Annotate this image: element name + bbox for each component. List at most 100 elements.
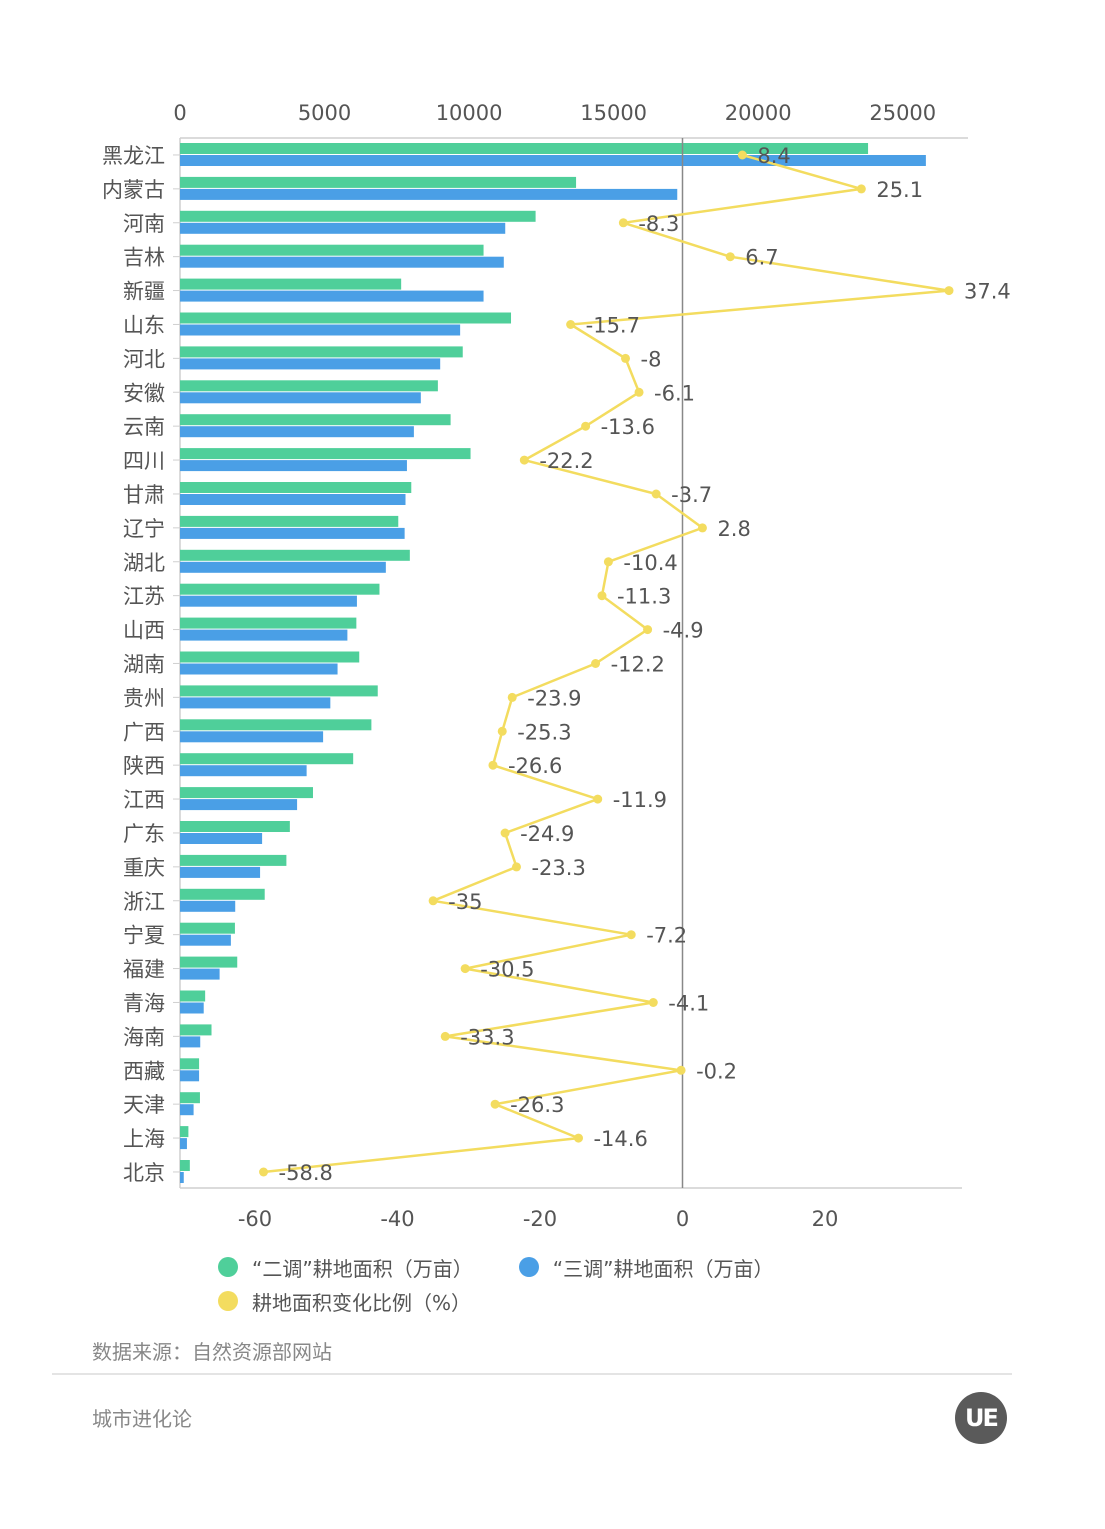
- line-data-label: -15.7: [586, 314, 640, 338]
- bar-series2: [180, 765, 307, 777]
- line-point: [856, 184, 866, 194]
- category-label: 北京: [123, 1161, 165, 1185]
- bar-series2: [180, 527, 405, 539]
- legend-dot-yellow-icon: [218, 1291, 238, 1311]
- legend: “二调”耕地面积（万亩） “三调”耕地面积（万亩） 耕地面积变化比例（%）: [218, 1250, 918, 1318]
- line-data-label: -14.6: [593, 1127, 647, 1151]
- category-label: 四川: [123, 449, 165, 473]
- line-point: [500, 828, 510, 838]
- bar-series1: [180, 617, 357, 629]
- category-label: 河北: [123, 347, 165, 371]
- category-label: 贵州: [123, 686, 165, 710]
- bar-series2: [180, 1172, 184, 1183]
- chart-canvas: 0 5000 10000 15000 20000 25000 -60 -40 -20 0 20 黑龙江…: [102, 101, 1011, 1231]
- bar-series2: [180, 222, 506, 234]
- line-point: [634, 387, 644, 397]
- top-axis-tick-label: 0: [173, 101, 186, 125]
- legend-label-series2: “三调”耕地面积（万亩）: [552, 1256, 774, 1281]
- bar-series1: [180, 244, 484, 256]
- bar-series1: [180, 143, 869, 154]
- bar-series2: [180, 697, 331, 709]
- legend-item-line[interactable]: 耕地面积变化比例（%）: [218, 1287, 471, 1316]
- bar-series1: [180, 515, 399, 527]
- line-data-label: -4.1: [668, 992, 709, 1016]
- category-label: 广东: [123, 822, 165, 846]
- bar-series2: [180, 256, 504, 268]
- line-point: [507, 692, 517, 702]
- line-data-label: -26.6: [508, 754, 562, 778]
- line-point: [591, 659, 601, 668]
- bar-series2: [180, 494, 406, 505]
- bottom-axis-tick-label: -60: [238, 1207, 272, 1231]
- bar-series2: [180, 1070, 200, 1082]
- category-label: 西藏: [123, 1059, 165, 1083]
- bar-series1: [180, 448, 471, 460]
- bar-series1: [180, 1024, 212, 1036]
- line-data-label: -23.9: [527, 686, 581, 710]
- bar-series1: [180, 651, 360, 663]
- line-point: [651, 489, 661, 499]
- category-label: 青海: [123, 992, 165, 1016]
- bar-series2: [180, 629, 348, 641]
- bar-series1: [180, 380, 438, 392]
- bar-series2: [180, 934, 231, 946]
- category-label: 陕西: [123, 754, 165, 778]
- line-point: [944, 286, 954, 296]
- line-point: [725, 252, 735, 262]
- bar-series2: [180, 358, 441, 370]
- bar-series1: [180, 414, 451, 426]
- bar-series2: [180, 460, 407, 472]
- bar-series2: [180, 561, 386, 573]
- bar-series1: [180, 278, 402, 290]
- category-label: 浙江: [123, 890, 165, 914]
- line-data-label: -13.6: [601, 415, 655, 439]
- bar-series1: [180, 956, 238, 968]
- line-data-label: -0.2: [696, 1059, 737, 1083]
- legend-dot-blue-icon: [518, 1257, 539, 1277]
- legend-item-series1[interactable]: “二调”耕地面积（万亩）: [218, 1253, 473, 1282]
- category-label: 湖北: [123, 551, 165, 575]
- line-point: [490, 1099, 500, 1109]
- bar-series1: [180, 346, 463, 358]
- top-axis-tick-label: 25000: [869, 101, 936, 125]
- bar-series1: [180, 888, 265, 900]
- line-point: [428, 896, 438, 906]
- line-data-label: -8.3: [638, 212, 679, 236]
- bar-series2: [180, 155, 926, 166]
- bar-series1: [180, 583, 380, 595]
- line-data-label: -12.2: [611, 653, 665, 677]
- category-label: 重庆: [123, 856, 165, 880]
- category-label: 山东: [123, 314, 165, 338]
- bar-series2: [180, 324, 461, 336]
- line-point: [259, 1167, 269, 1177]
- legend-dot-green-icon: [218, 1257, 238, 1277]
- bar-series2: [180, 426, 414, 438]
- line-data-label: -11.9: [613, 788, 667, 812]
- bar-series2: [180, 595, 357, 607]
- line-point: [566, 320, 576, 329]
- category-label: 宁夏: [123, 924, 165, 948]
- bottom-axis-tick-label: 20: [812, 1207, 839, 1231]
- category-label: 江西: [123, 788, 165, 812]
- line-point: [581, 421, 591, 431]
- bar-series1: [180, 549, 410, 561]
- bar-series2: [180, 392, 421, 404]
- line-point: [643, 625, 653, 635]
- line-data-label: 25.1: [876, 178, 923, 202]
- line-data-label: 6.7: [745, 246, 778, 270]
- bar-series1: [180, 1092, 200, 1104]
- top-axis-tick-label: 20000: [725, 101, 792, 125]
- category-label: 安徽: [123, 381, 165, 405]
- line-data-label: -30.5: [480, 958, 534, 982]
- data-source-note: 数据来源：自然资源部网站: [92, 1340, 332, 1364]
- legend-item-series2[interactable]: “三调”耕地面积（万亩）: [518, 1253, 774, 1282]
- line-point: [697, 523, 707, 533]
- bar-series1: [180, 1160, 190, 1171]
- bar-series2: [180, 1002, 204, 1014]
- bar-series1: [180, 753, 354, 765]
- category-label: 云南: [123, 415, 165, 439]
- legend-label-series1: “二调”耕地面积（万亩）: [252, 1256, 473, 1281]
- line-point: [511, 862, 521, 872]
- line-data-label: -23.3: [531, 856, 585, 880]
- category-label: 上海: [123, 1127, 165, 1151]
